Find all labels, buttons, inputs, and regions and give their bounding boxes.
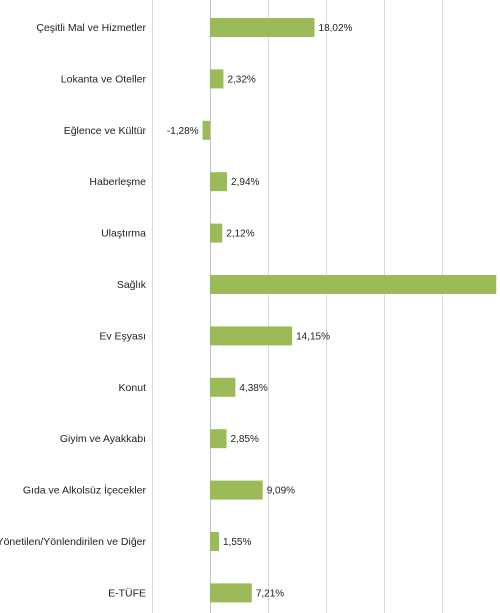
data-label: 2,12%: [226, 229, 254, 240]
bar: [210, 532, 219, 551]
data-label: 9,09%: [267, 486, 295, 497]
gridlines: [152, 0, 443, 613]
data-label: -1,28%: [167, 126, 199, 137]
category-label: E-TÜFE: [108, 587, 146, 599]
data-label: 7,21%: [256, 588, 284, 599]
bar: [210, 69, 224, 89]
category-label: *Yönetilen/Yönlendirilen ve Diğer: [0, 536, 146, 548]
bars: [202, 18, 497, 603]
category-label: Konut: [119, 382, 147, 394]
category-label: Haberleşme: [89, 176, 146, 188]
bar: [210, 480, 263, 500]
bar: [210, 326, 293, 346]
data-label: 18,02%: [319, 23, 353, 34]
bar: [202, 120, 210, 140]
category-label: Gıda ve Alkolsüz İçecekler: [23, 484, 147, 497]
data-label: 1,55%: [223, 537, 251, 548]
bar: [210, 429, 227, 449]
bar: [210, 223, 223, 243]
data-label: 2,94%: [231, 177, 259, 188]
bar: [210, 172, 228, 192]
category-label: Sağlık: [117, 279, 147, 291]
bar: [210, 18, 315, 37]
data-label: 2,32%: [227, 74, 255, 85]
category-label: Çeşitli Mal ve Hizmetler: [36, 22, 146, 34]
category-label: Ev Eşyası: [99, 330, 146, 342]
data-label: 14,15%: [296, 331, 330, 342]
bar: [210, 275, 497, 294]
category-labels: Çeşitli Mal ve Hizmetler Lokanta ve Otell…: [0, 22, 147, 599]
category-label: Eğlence ve Kültür: [64, 125, 147, 137]
bar: [210, 583, 252, 603]
category-label: Lokanta ve Oteller: [61, 73, 147, 85]
bar: [210, 377, 236, 397]
data-labels: 18,02%2,32%-1,28%2,94%2,12%49,35%14,15%4…: [167, 23, 353, 599]
data-label: 2,85%: [231, 434, 259, 445]
data-label: 4,38%: [239, 383, 267, 394]
category-label: Ulaştırma: [101, 228, 146, 240]
category-label: Giyim ve Ayakkabı: [60, 433, 146, 445]
